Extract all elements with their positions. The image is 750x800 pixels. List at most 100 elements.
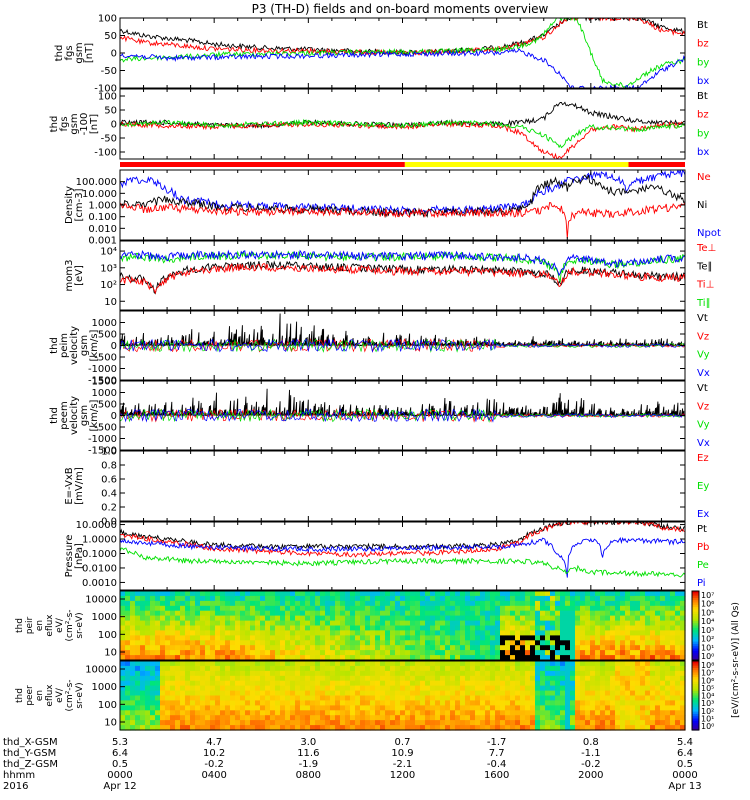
ylabel-p11-5: (cm²-s- bbox=[65, 679, 75, 711]
legend-p7-Vx: Vx bbox=[697, 438, 710, 449]
ylabel-p7-3: gsm bbox=[79, 405, 90, 426]
ytick-p2-4: -100 bbox=[94, 148, 117, 159]
ylabel-p7-4: [km/s] bbox=[89, 399, 100, 431]
ylabel-p10-3: eflux bbox=[45, 614, 55, 637]
xaxis-0-6: 5.4 bbox=[677, 737, 693, 748]
cbtick-p10-4: 10³ bbox=[701, 626, 714, 635]
ylabel-p1-0: thd bbox=[54, 45, 65, 62]
legend-p9-Pe: Pe bbox=[697, 560, 709, 571]
xaxis-0-1: 4.7 bbox=[206, 737, 222, 748]
ytick-p5-2: 10³ bbox=[100, 263, 117, 274]
ytick-p11-2: 100 bbox=[98, 700, 117, 711]
xaxis-3-5: 2000 bbox=[578, 770, 603, 781]
ylabel-p6-3: gsm bbox=[79, 335, 90, 356]
legend-p1-bx: bx bbox=[697, 76, 709, 87]
ylabel-p6-2: velocity bbox=[69, 326, 80, 365]
series-p5-Ti∥ bbox=[120, 250, 685, 283]
ylabel-p2-0: thd bbox=[49, 116, 60, 133]
xaxis-label-2: thd_Z-GSM bbox=[3, 759, 58, 770]
xaxis-label-0: thd_X-GSM bbox=[3, 737, 58, 748]
ytick-p8-1: 0.8 bbox=[101, 461, 117, 472]
ytick-p5-0: 10 bbox=[104, 297, 117, 308]
ylabel-p1-3: [nT] bbox=[84, 43, 95, 63]
ytick-p11-3: 10 bbox=[104, 718, 117, 729]
xaxis-2-3: -2.1 bbox=[393, 759, 413, 770]
legend-p2-bx: bx bbox=[697, 147, 709, 158]
ylabel-p5-1: [eV] bbox=[74, 265, 85, 286]
ylabel-p2-4: [nT] bbox=[89, 114, 100, 134]
xaxis-3-1: 0400 bbox=[201, 770, 226, 781]
ytick-p4-4: 0.010 bbox=[88, 224, 117, 235]
ylabel-p2-1: fgs bbox=[59, 116, 70, 131]
ytick-p6-4: -1000 bbox=[88, 364, 117, 375]
xaxis-2-2: -1.9 bbox=[299, 759, 319, 770]
cbtick-p11-0: 10⁸ bbox=[701, 661, 714, 670]
ytick-p11-0: 10000 bbox=[85, 665, 117, 676]
ytick-p9-2: 0.1000 bbox=[82, 549, 117, 560]
ytick-p2-1: 50 bbox=[104, 106, 117, 117]
xaxis-1-2: 11.6 bbox=[297, 748, 319, 759]
ylabel-p10-2: en bbox=[35, 620, 45, 631]
ytick-p5-1: 10² bbox=[100, 280, 117, 291]
legend-p7-Vy: Vy bbox=[697, 420, 710, 431]
frame-p10 bbox=[119, 590, 686, 661]
colorbar-label: [eV/(cm²-s-sr-eV)] (All Qs) bbox=[731, 602, 741, 718]
ylabel-p11-6: sr-eV) bbox=[75, 682, 85, 708]
cbtick-p10-1: 10⁶ bbox=[701, 600, 714, 609]
legend-p5-Te∥: Te∥ bbox=[696, 261, 713, 272]
cbtick-p11-2: 10⁶ bbox=[701, 676, 714, 685]
ytick-p7-4: -500 bbox=[94, 423, 117, 434]
panel-p8: 1.0 0.8 0.6 0.4 0.2 0.0 E=-VxB [mV/m] Ez Ey Ex bbox=[64, 447, 709, 528]
ytick-p1-4: -100 bbox=[94, 84, 117, 95]
xaxis-3-2: 0800 bbox=[296, 770, 321, 781]
xaxis-3-4: 1600 bbox=[484, 770, 509, 781]
ylabel-p11-0: thd bbox=[15, 688, 25, 703]
ytick-p6-0: 1000 bbox=[92, 318, 117, 329]
series-p9-Pi bbox=[120, 536, 685, 578]
xaxis-0-4: -1.7 bbox=[487, 737, 507, 748]
ylabel-p4-1: [cm-3] bbox=[74, 188, 85, 221]
ylabel-p11-3: eflux bbox=[45, 684, 55, 707]
ytick-p8-4: 0.2 bbox=[101, 503, 117, 514]
ytick-p6-3: -500 bbox=[94, 353, 117, 364]
ylabel-p10-5: (cm²-s- bbox=[65, 609, 75, 641]
ylabel-p1-1: fgs bbox=[64, 45, 75, 60]
ytick-p9-0: 10.0000 bbox=[76, 520, 117, 531]
ytick-p8-0: 1.0 bbox=[101, 447, 117, 458]
ytick-p10-2: 100 bbox=[98, 630, 117, 641]
series-p5-Ti⊥ bbox=[120, 249, 685, 277]
legend-p2-by: by bbox=[697, 128, 709, 139]
ytick-p1-0: 100 bbox=[98, 14, 117, 25]
ylabel-p7-1: peem bbox=[59, 401, 70, 429]
ytick-p1-2: 0 bbox=[111, 49, 117, 60]
legend-p4-Ni: Ni bbox=[697, 200, 707, 211]
cbtick-p11-3: 10⁵ bbox=[701, 684, 714, 693]
xaxis-label-3: hhmm bbox=[3, 770, 35, 781]
cbtick-p10-7: 10⁰ bbox=[701, 652, 714, 661]
frame-p5 bbox=[119, 240, 686, 311]
series-p2-bx bbox=[120, 120, 685, 159]
xaxis-4-0: Apr 12 bbox=[103, 781, 136, 792]
panel-p11: 10000 1000 100 10 thd peer en eflux eV/(cm²-s-sr… bbox=[15, 660, 714, 731]
frame-p9 bbox=[119, 521, 686, 591]
legend-p2-Bt: Bt bbox=[697, 91, 708, 102]
ytick-p4-0: 100.000 bbox=[76, 177, 117, 188]
legend-p9-Pt: Pt bbox=[697, 524, 707, 535]
ylabel-p7-0: thd bbox=[49, 407, 60, 424]
legend-p5-Te⊥: Te⊥ bbox=[696, 243, 716, 254]
ylabel-p10-1: peir bbox=[25, 616, 35, 634]
ytick-p7-0: 1500 bbox=[92, 377, 117, 388]
ytick-p7-5: -1000 bbox=[88, 434, 117, 445]
ytick-p7-3: 0 bbox=[111, 411, 117, 422]
cbtick-p10-3: 10⁴ bbox=[701, 617, 714, 626]
ytick-p1-1: 50 bbox=[104, 31, 117, 42]
legend-p1-Bt: Bt bbox=[697, 20, 708, 31]
ytick-p4-1: 10.000 bbox=[82, 189, 117, 200]
legend-p6-Vx: Vx bbox=[697, 368, 710, 379]
